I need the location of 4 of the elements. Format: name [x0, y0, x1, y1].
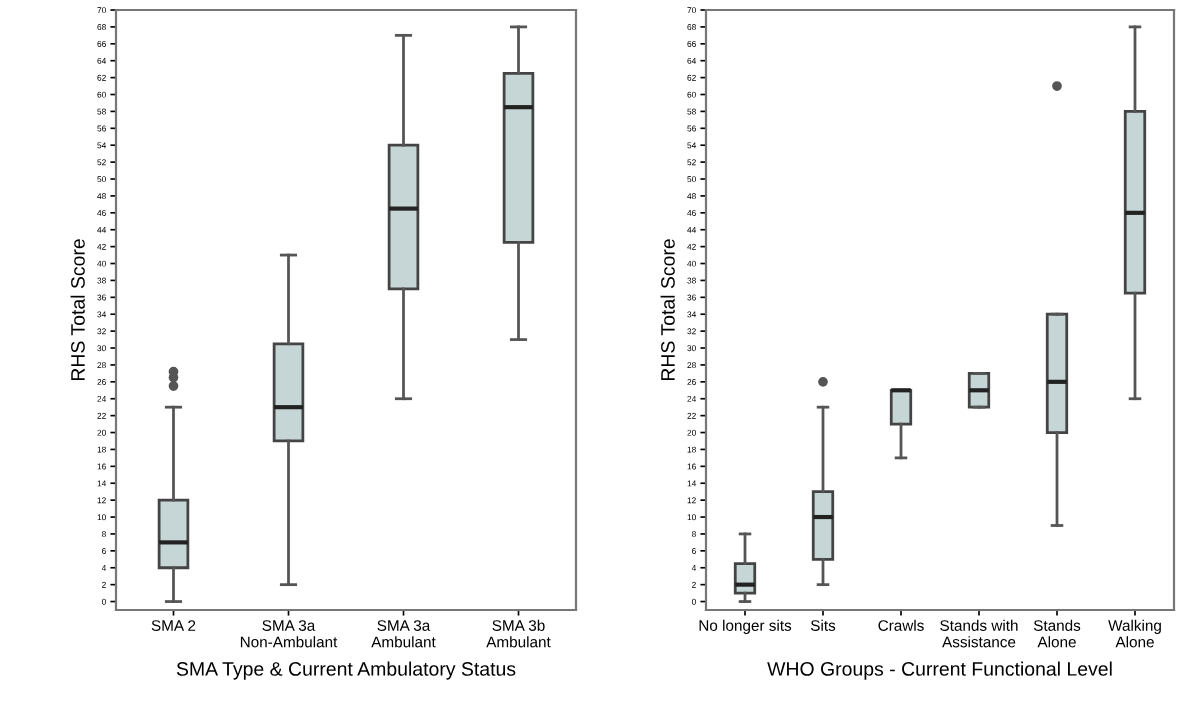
- y-axis-title: RHS Total Score: [660, 239, 675, 381]
- x-axis-title: SMA Type & Current Ambulatory Status: [176, 661, 516, 680]
- x-axis-title: WHO Groups - Current Functional Level: [767, 661, 1112, 680]
- y-axis-title: RHS Total Score: [70, 239, 85, 381]
